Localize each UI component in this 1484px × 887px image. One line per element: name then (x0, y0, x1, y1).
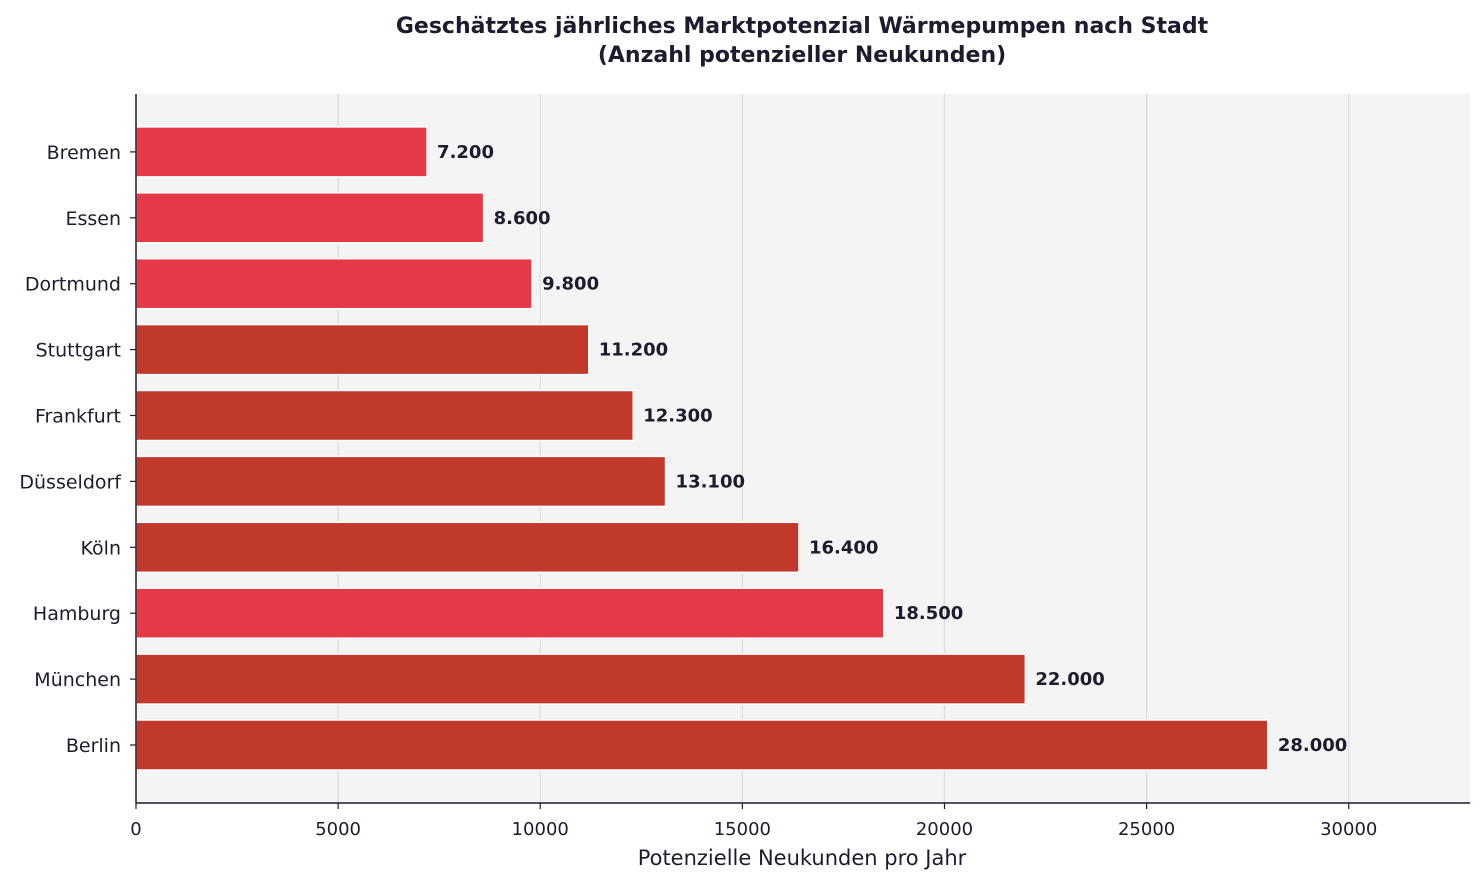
bar (135, 389, 634, 442)
x-tick-label: 20000 (916, 819, 973, 840)
bar (135, 323, 590, 376)
data-label: 7.200 (437, 142, 494, 163)
x-tick-labels: 0 5000 10000 15000 20000 25000 30000 (130, 803, 1377, 840)
data-label: 12.300 (643, 406, 712, 427)
y-tick-label: Dortmund (25, 274, 121, 296)
data-label: 8.600 (494, 208, 551, 229)
y-tick-label: Köln (81, 537, 121, 559)
data-labels: 28.000 22.000 18.500 16.400 13.100 12.300 11.2… (437, 142, 1347, 756)
chart-subtitle: (Anzahl potenzieller Neukunden) (598, 43, 1006, 68)
x-tick-label: 5000 (315, 819, 361, 840)
y-tick-label: Berlin (66, 735, 121, 757)
data-label: 18.500 (894, 603, 963, 624)
bar (135, 521, 800, 574)
y-tick-label: München (34, 669, 121, 691)
bar (135, 587, 885, 639)
x-tick-label: 15000 (714, 819, 771, 840)
y-tick-label: Düsseldorf (19, 471, 122, 493)
data-label: 9.800 (542, 274, 599, 295)
bar (135, 455, 667, 508)
data-label: 28.000 (1278, 735, 1347, 756)
bar (135, 192, 485, 244)
bar (135, 653, 1027, 705)
y-tick-label: Essen (65, 208, 121, 230)
data-label: 11.200 (599, 340, 668, 361)
y-tick-label: Stuttgart (36, 340, 121, 362)
bars (135, 126, 1269, 771)
bar (135, 126, 428, 178)
x-axis-label: Potenzielle Neukunden pro Jahr (638, 846, 967, 870)
x-tick-label: 25000 (1118, 819, 1175, 840)
data-label: 16.400 (809, 537, 878, 558)
y-tick-label: Frankfurt (35, 406, 121, 428)
bar (135, 719, 1269, 771)
data-label: 13.100 (676, 471, 745, 492)
y-tick-labels: Berlin München Hamburg Köln Düsseldorf Frankf… (19, 142, 136, 757)
x-tick-label: 30000 (1320, 819, 1377, 840)
y-tick-label: Hamburg (33, 603, 121, 625)
data-label: 22.000 (1035, 669, 1104, 690)
bar (135, 257, 533, 310)
y-tick-label: Bremen (47, 142, 121, 164)
x-tick-label: 0 (130, 819, 141, 840)
chart-title: Geschätztes jährliches Marktpotenzial Wä… (396, 14, 1209, 39)
x-tick-label: 10000 (512, 819, 569, 840)
